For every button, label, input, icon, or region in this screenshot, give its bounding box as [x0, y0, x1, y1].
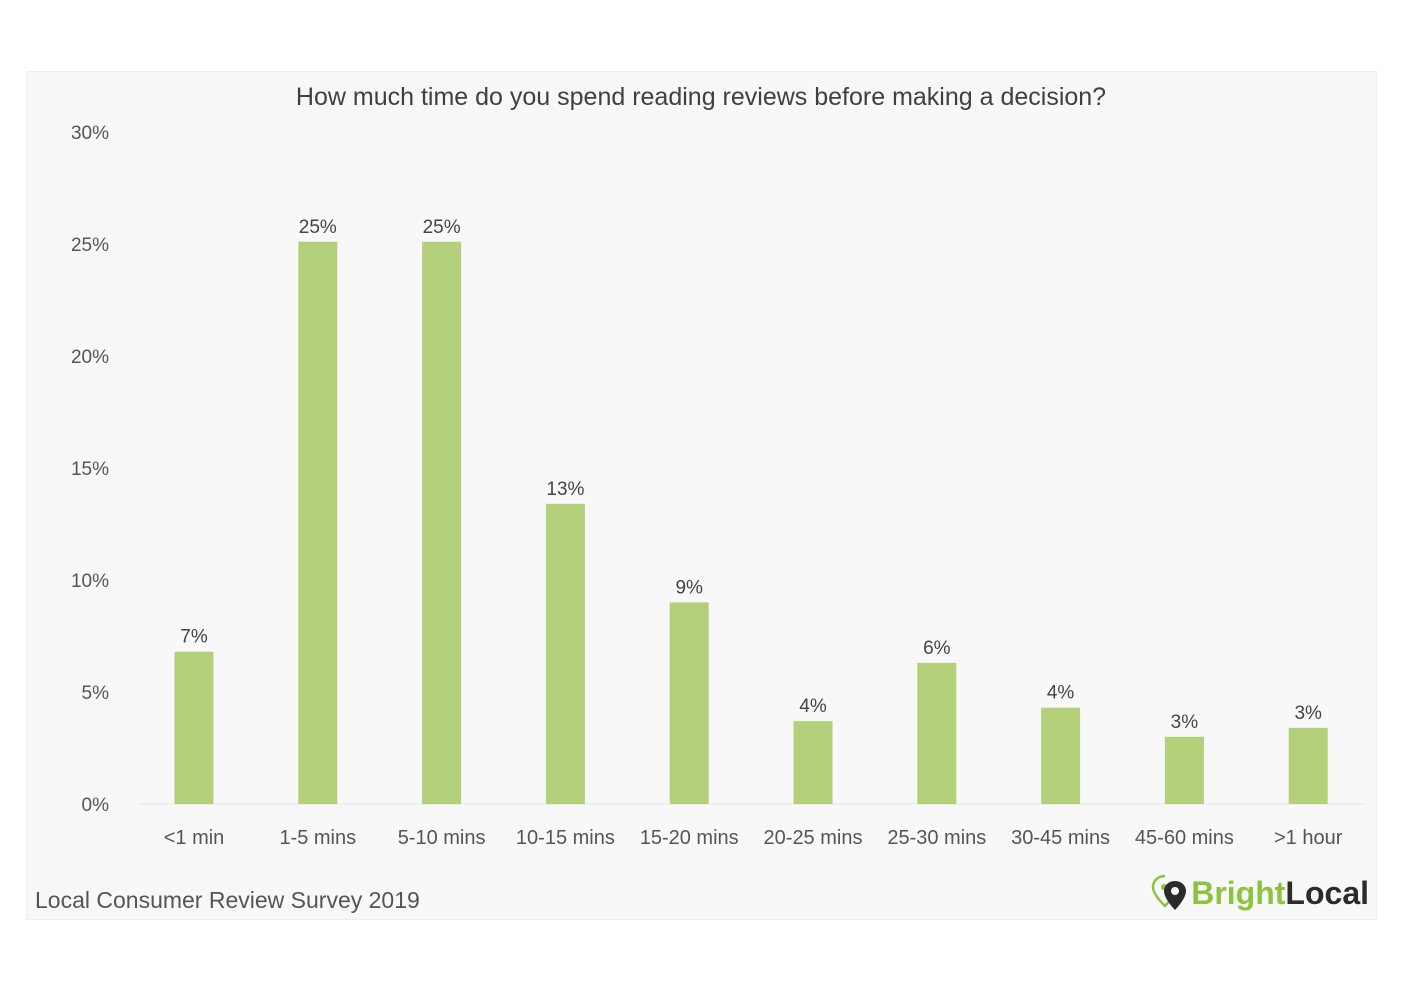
- bar: [298, 241, 338, 804]
- category-labels-group: <1 min 1-5 mins 5-10 mins 10-15 mins 15-20 m…: [164, 827, 1343, 849]
- data-label: 6%: [923, 638, 951, 659]
- brand-logo: Bright Local: [1151, 873, 1369, 913]
- x-tick-label: <1 min: [164, 827, 225, 849]
- data-label: 4%: [799, 696, 827, 717]
- chart-title: How much time do you spend reading revie…: [296, 83, 1106, 111]
- x-tick-label: 45-60 mins: [1135, 827, 1234, 849]
- source-caption: Local Consumer Review Survey 2019: [35, 887, 420, 913]
- data-label: 13%: [546, 479, 584, 500]
- x-tick-label: 10-15 mins: [516, 827, 615, 849]
- brand-name-local: Local: [1285, 874, 1369, 911]
- y-tick-label: 0%: [82, 795, 110, 816]
- brand-name-bright: Bright: [1191, 874, 1286, 911]
- x-tick-label: 30-45 mins: [1011, 827, 1110, 849]
- bar: [174, 651, 214, 804]
- bar: [545, 503, 585, 804]
- data-label: 9%: [675, 577, 703, 598]
- bar: [1164, 736, 1204, 804]
- data-label: 3%: [1171, 712, 1199, 733]
- y-tick-label: 25%: [71, 235, 109, 256]
- y-tick-label: 10%: [71, 571, 109, 592]
- y-tick-label: 30%: [71, 123, 109, 144]
- bar: [669, 602, 709, 804]
- data-label: 25%: [423, 217, 461, 238]
- data-label: 25%: [299, 217, 337, 238]
- bars-group: [174, 241, 1328, 804]
- map-pin-icon: [1151, 874, 1187, 910]
- y-axis-ticks: 0% 5% 10% 15% 20% 25% 30%: [71, 123, 109, 816]
- x-tick-label: 20-25 mins: [764, 827, 863, 849]
- x-tick-label: >1 hour: [1274, 827, 1343, 849]
- x-tick-label: 1-5 mins: [279, 827, 356, 849]
- data-labels-group: 7% 25% 25% 13% 9% 4% 6% 4% 3% 3%: [180, 217, 1322, 733]
- y-tick-label: 5%: [82, 683, 110, 704]
- bar: [422, 241, 462, 804]
- y-tick-label: 20%: [71, 347, 109, 368]
- x-tick-label: 25-30 mins: [887, 827, 986, 849]
- bar: [917, 662, 957, 804]
- y-tick-label: 15%: [71, 459, 109, 480]
- data-label: 3%: [1294, 703, 1322, 724]
- bar: [1288, 727, 1328, 804]
- bar: [793, 721, 833, 804]
- data-label: 4%: [1047, 683, 1075, 704]
- x-tick-label: 15-20 mins: [640, 827, 739, 849]
- data-label: 7%: [180, 627, 208, 648]
- x-tick-label: 5-10 mins: [398, 827, 486, 849]
- bar: [1041, 707, 1081, 804]
